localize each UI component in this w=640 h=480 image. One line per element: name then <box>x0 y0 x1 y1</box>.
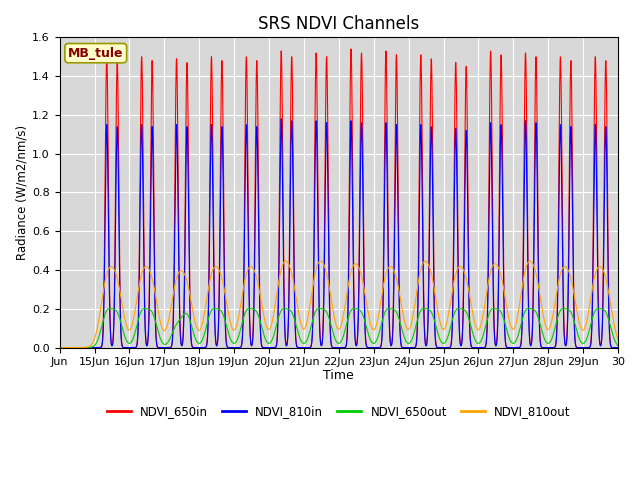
NDVI_810in <box>391 228 399 234</box>
NDVI_650out <box>269 335 277 341</box>
Line: NDVI_810in: NDVI_810in <box>60 119 618 348</box>
NDVI_810out <box>419 260 427 266</box>
NDVI_810in <box>614 345 622 350</box>
NDVI_650out <box>391 307 399 313</box>
Line: NDVI_650in: NDVI_650in <box>60 49 618 348</box>
NDVI_810out <box>269 315 277 321</box>
NDVI_650out <box>157 337 165 343</box>
NDVI_650out <box>419 306 427 312</box>
NDVI_810in <box>157 345 165 350</box>
NDVI_810out <box>56 345 63 350</box>
NDVI_650in <box>391 192 399 197</box>
NDVI_810in <box>419 249 427 255</box>
NDVI_810in <box>56 345 63 350</box>
NDVI_650in <box>614 345 622 350</box>
NDVI_650out <box>56 345 63 350</box>
X-axis label: Time: Time <box>323 369 354 382</box>
NDVI_810out <box>515 306 523 312</box>
NDVI_650in <box>269 345 277 350</box>
NDVI_810in <box>277 116 285 121</box>
NDVI_650in <box>419 219 427 225</box>
NDVI_810out <box>614 336 622 342</box>
NDVI_810out <box>472 325 480 331</box>
NDVI_650out <box>515 330 523 336</box>
NDVI_650in <box>515 345 523 350</box>
NDVI_650out <box>316 306 323 312</box>
NDVI_810out <box>391 269 399 275</box>
NDVI_650out <box>614 343 622 348</box>
NDVI_810in <box>515 345 523 350</box>
Line: NDVI_650out: NDVI_650out <box>60 309 618 348</box>
NDVI_810out <box>317 258 324 264</box>
NDVI_650in <box>157 345 165 350</box>
NDVI_810out <box>157 322 165 327</box>
NDVI_650in <box>348 46 355 52</box>
NDVI_810in <box>472 345 480 350</box>
Y-axis label: Radiance (W/m2/nm/s): Radiance (W/m2/nm/s) <box>15 125 28 260</box>
NDVI_810in <box>269 345 277 350</box>
NDVI_650out <box>472 339 480 345</box>
Legend: NDVI_650in, NDVI_810in, NDVI_650out, NDVI_810out: NDVI_650in, NDVI_810in, NDVI_650out, NDV… <box>102 400 575 422</box>
NDVI_650in <box>56 345 63 350</box>
Text: MB_tule: MB_tule <box>68 47 124 60</box>
NDVI_650in <box>472 345 480 350</box>
Title: SRS NDVI Channels: SRS NDVI Channels <box>258 15 419 33</box>
Line: NDVI_810out: NDVI_810out <box>60 261 618 348</box>
